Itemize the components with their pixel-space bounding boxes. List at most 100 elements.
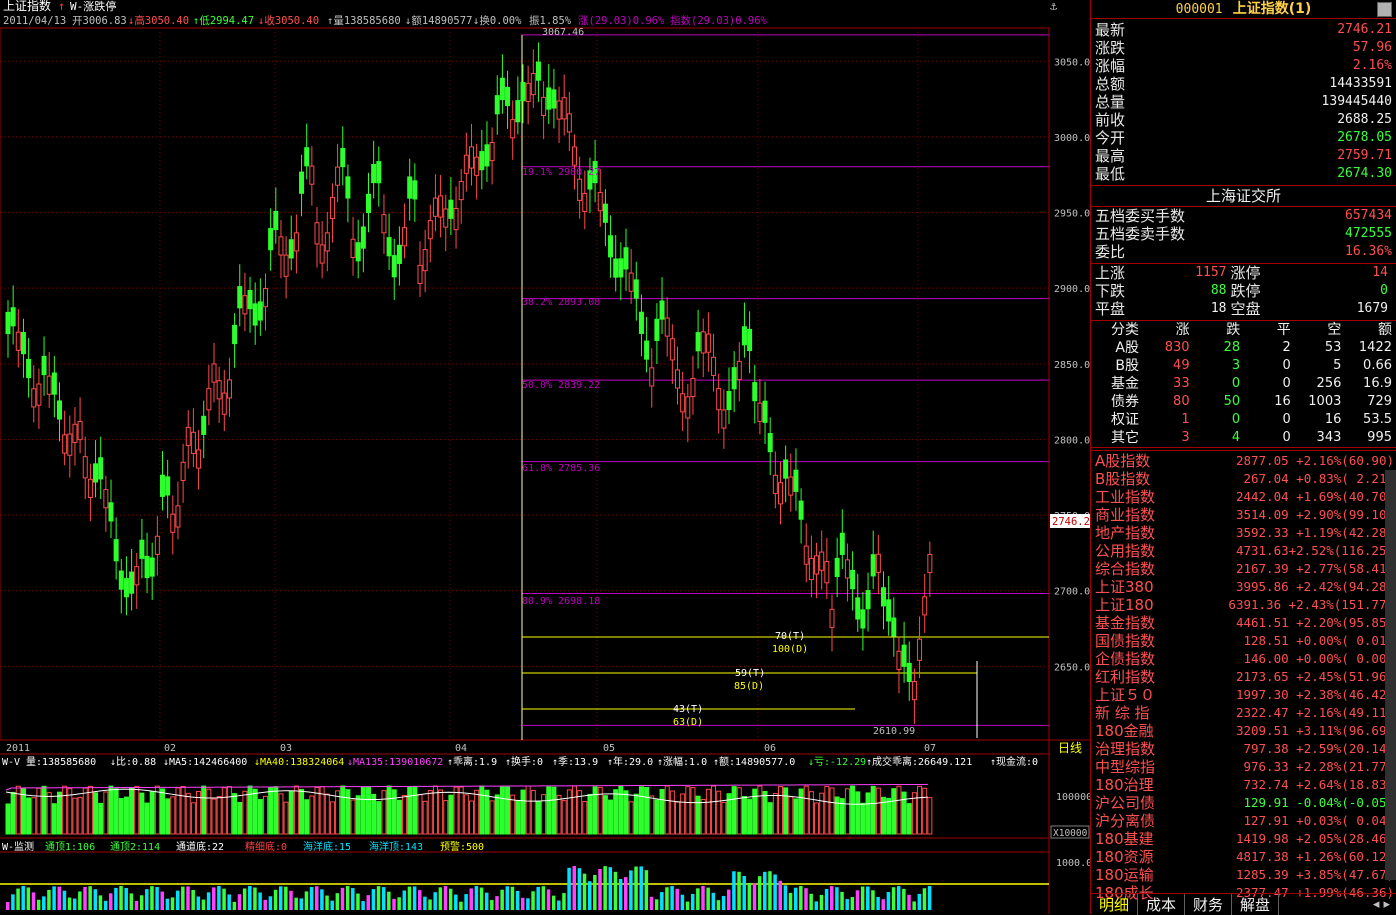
monitor-bar <box>428 899 432 910</box>
index-value: 3514.09 +2.90%(99.10) <box>1235 507 1394 522</box>
index-row[interactable]: 上证380 3995.86 +2.42%(94.28) <box>1091 578 1396 596</box>
index-value: 4461.51 +2.20%(95.85) <box>1235 615 1394 630</box>
anchor-icon[interactable]: ⚓ <box>1050 0 1058 13</box>
class-col-header[interactable]: 涨 <box>1175 322 1190 338</box>
index-row[interactable]: 工业指数 2442.04 +1.69%(40.70) <box>1091 488 1396 506</box>
volume-bar <box>113 788 119 835</box>
updown-value: 1679 <box>1356 301 1388 316</box>
index-row[interactable]: 基金指数 4461.51 +2.20%(95.85) <box>1091 614 1396 632</box>
monitor-bar <box>72 898 77 910</box>
class-col-header[interactable]: 跌 <box>1226 322 1241 338</box>
index-row[interactable]: 治理指数 797.38 +2.59%(20.14) <box>1091 740 1396 758</box>
index-row[interactable]: 综合指数 2167.39 +2.77%(58.41) <box>1091 560 1396 578</box>
index-row[interactable]: 红利指数 2173.65 +2.45%(51.96) <box>1091 668 1396 686</box>
index-row[interactable]: 沪分离债 127.91 +0.03%( 0.04) <box>1091 812 1396 830</box>
index-row[interactable]: A股指数 2877.05 +2.16%(60.90) <box>1091 452 1396 470</box>
monitor-bar <box>433 892 437 910</box>
monitor-bar <box>160 891 164 910</box>
tab-cost[interactable]: 成本 <box>1138 893 1186 915</box>
volume-bar <box>767 802 773 835</box>
candle-down <box>535 61 541 81</box>
candle-up <box>293 232 299 252</box>
panel-toggle-button[interactable] <box>1377 2 1392 17</box>
volume-bar <box>51 803 57 835</box>
class-row[interactable]: 债券 80 50 16 1003 729 <box>1091 393 1396 411</box>
updown-label: 上涨 <box>1095 264 1126 282</box>
class-row[interactable]: B股 49 3 0 5 0.66 <box>1091 357 1396 375</box>
candle-down <box>546 87 552 110</box>
index-list-scrollbar[interactable] <box>1385 470 1396 880</box>
index-row[interactable]: 商业指数 3514.09 +2.90%(99.10) <box>1091 506 1396 524</box>
class-row[interactable]: 权证 1 0 0 16 53.5 <box>1091 411 1396 429</box>
index-row[interactable]: 地产指数 3592.33 +1.19%(42.28) <box>1091 524 1396 542</box>
class-col-header[interactable]: 平 <box>1276 322 1291 338</box>
quote-value: 2746.21 <box>1337 22 1392 37</box>
index-row[interactable]: 国债指数 128.51 +0.00%( 0.01) <box>1091 632 1396 650</box>
monitor-bar <box>587 881 592 910</box>
monitor-bar <box>804 888 808 910</box>
volume-bar <box>366 786 371 835</box>
index-row[interactable]: 180治理 732.74 +2.64%(18.83) <box>1091 776 1396 794</box>
date-tick: 07 <box>924 743 936 754</box>
index-row[interactable]: 180基建 1419.98 +2.05%(28.46) <box>1091 830 1396 848</box>
tab-details[interactable]: 明细 <box>1091 893 1139 915</box>
class-col-header[interactable]: 空 <box>1327 322 1342 338</box>
tab-finance[interactable]: 财务 <box>1185 893 1233 915</box>
candle-up <box>690 377 696 398</box>
index-name: 综合指数 <box>1095 560 1156 578</box>
monitor-bar <box>170 897 175 910</box>
tab-analysis[interactable]: 解盘 <box>1232 893 1280 915</box>
class-row[interactable]: 基金 33 0 0 256 16.9 <box>1091 375 1396 393</box>
index-row[interactable]: 新 综 指 2322.47 +2.16%(49.11) <box>1091 704 1396 722</box>
candle-up <box>180 461 186 481</box>
monitor-bar <box>139 895 144 910</box>
class-cell-up: 3 <box>1181 430 1190 445</box>
volume-bar <box>597 786 603 835</box>
class-row[interactable]: 其它 3 4 0 343 995 <box>1091 429 1396 448</box>
index-row[interactable]: 中型综指 976.33 +2.28%(21.77) <box>1091 758 1396 776</box>
monitor-bar <box>613 871 618 910</box>
monitor-bar <box>546 889 551 910</box>
updown-label: 空盘 <box>1230 300 1261 318</box>
volume-bar <box>329 801 335 835</box>
candle-down <box>860 609 866 629</box>
candle-up <box>427 220 433 240</box>
monitor-bar <box>340 887 345 910</box>
candle-up <box>31 388 37 408</box>
index-row[interactable]: 公用指数 4731.63+2.52%(116.25) <box>1091 542 1396 560</box>
index-row[interactable]: 企债指数 146.00 +0.00%( 0.00) <box>1091 650 1396 668</box>
quote-row: 前收 2688.25 <box>1091 111 1396 129</box>
index-value: 797.38 +2.59%(20.14) <box>1243 741 1394 756</box>
monitor-bar <box>551 895 556 910</box>
class-col-header[interactable]: 额 <box>1378 322 1392 338</box>
candle-up <box>443 208 449 228</box>
tab-scroll-arrows[interactable]: ◂ ▸ <box>1372 896 1390 912</box>
volume-bar <box>221 787 227 835</box>
monitor-bar <box>371 889 376 910</box>
candle-up <box>649 367 655 387</box>
candle-up <box>263 288 268 308</box>
class-col-header[interactable]: 分类 <box>1111 322 1139 338</box>
index-row[interactable]: 上证５０ 1997.30 +2.38%(46.42) <box>1091 686 1396 704</box>
mark-label: 59(T) <box>735 668 765 679</box>
kline-chart[interactable]: 上证指数 ↑ W-涨跌停 ⚓ 2011/04/13 开3006.83 ↓高305… <box>0 0 1090 914</box>
volume-bar <box>881 796 886 835</box>
index-row[interactable]: B股指数 267.04 +0.83%( 2.21) <box>1091 470 1396 488</box>
index-row[interactable]: 沪公司债 129.91 -0.04%(-0.05) <box>1091 794 1396 812</box>
candle-up <box>582 192 588 213</box>
index-list[interactable]: A股指数 2877.05 +2.16%(60.90) B股指数 267.04 +0.8… <box>1091 451 1396 902</box>
monitor-bar <box>850 896 855 910</box>
monitor-bar <box>737 871 741 910</box>
period-label[interactable]: 日线 <box>1058 741 1082 755</box>
candle-up <box>896 650 902 670</box>
index-row[interactable]: 180金融 3209.51 +3.11%(96.69) <box>1091 722 1396 740</box>
index-row[interactable]: 180资源 4817.38 +1.26%(60.12) <box>1091 848 1396 866</box>
class-row[interactable]: A股 830 28 2 53 1422 <box>1091 339 1396 357</box>
volume-bar <box>453 786 459 835</box>
candle-up <box>778 482 783 505</box>
index-row[interactable]: 180运输 1285.39 +3.85%(47.67) <box>1091 866 1396 884</box>
monitor-bar <box>768 871 772 910</box>
index-row[interactable]: 上证180 6391.36 +2.43%(151.77) <box>1091 596 1396 614</box>
candle-down <box>247 289 253 310</box>
candle-up <box>716 388 722 411</box>
